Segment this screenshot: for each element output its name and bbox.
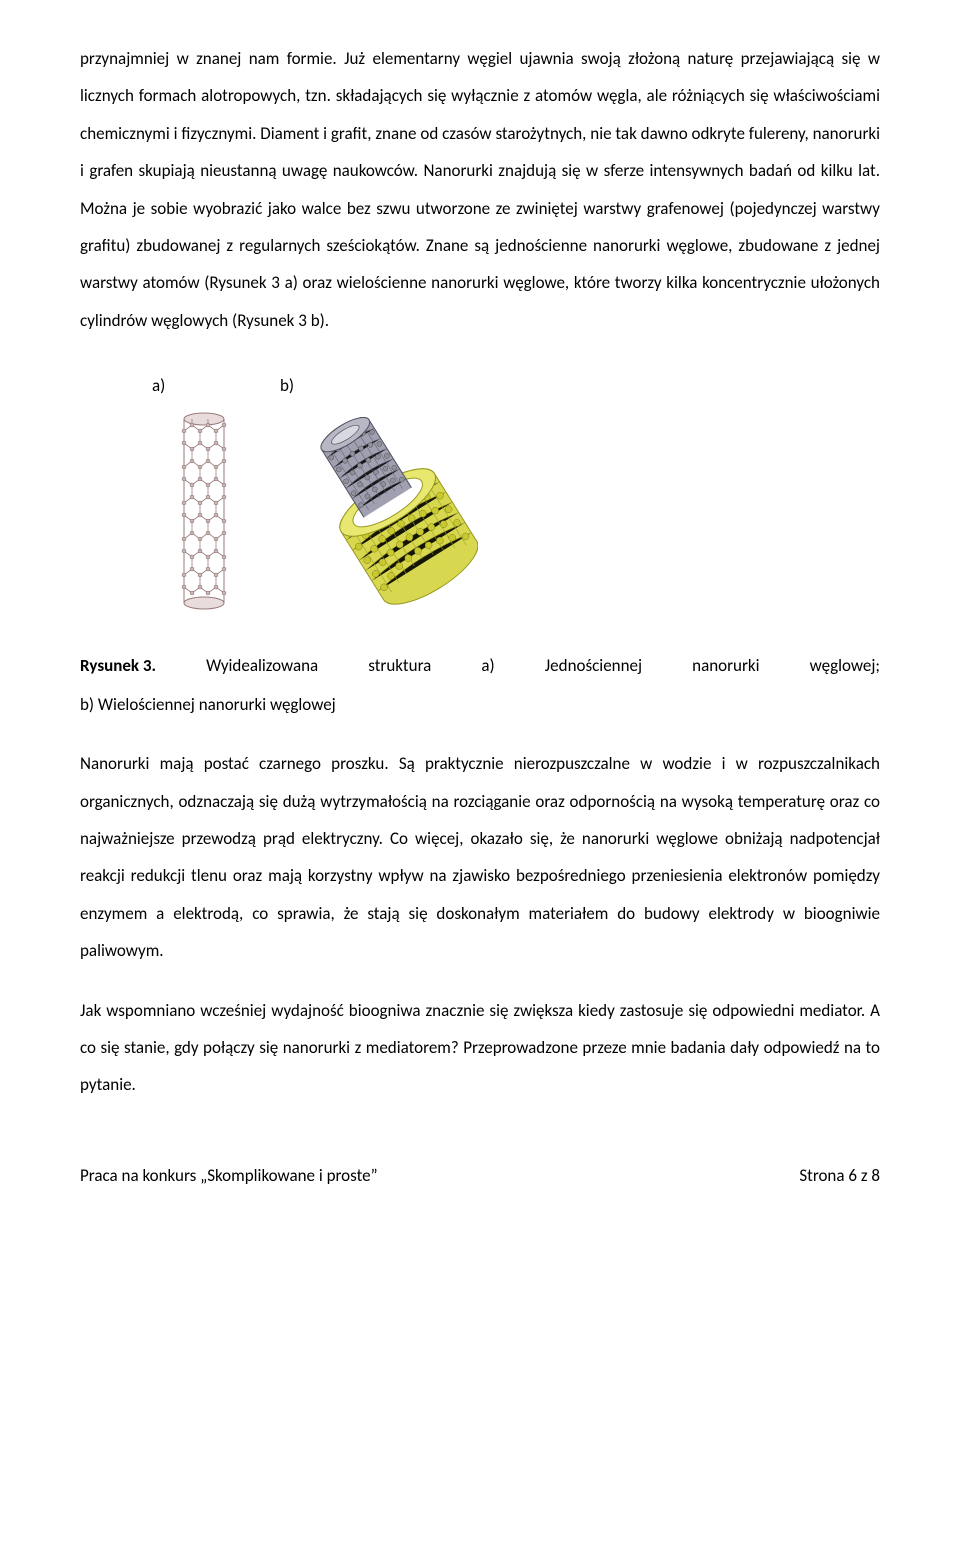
footer-right: Strona 6 z 8: [799, 1164, 880, 1188]
figure-3: a): [80, 367, 880, 610]
caption-w5: nanorurki: [692, 647, 759, 684]
nanotube-single-wall-image: [180, 411, 228, 611]
paragraph-2: Nanorurki mają postać czarnego proszku. …: [80, 745, 880, 969]
paragraph-3: Jak wspomniano wcześniej wydajność bioog…: [80, 992, 880, 1104]
caption-w4: Jednościennej: [545, 647, 642, 684]
caption-w1: Wyidealizowana: [206, 647, 318, 684]
figure-3b: b): [308, 367, 478, 610]
paragraph-1: przynajmniej w znanej nam formie. Już el…: [80, 40, 880, 339]
figure-label-b: b): [280, 367, 294, 404]
figure-3-caption: Rysunek 3. Wyidealizowana struktura a) J…: [80, 647, 880, 724]
page-footer: Praca na konkurs „Skomplikowane i proste…: [80, 1164, 880, 1188]
caption-w6: węglowej;: [810, 647, 880, 684]
nanotube-multi-wall-image: [308, 411, 478, 611]
footer-left: Praca na konkurs „Skomplikowane i proste…: [80, 1164, 378, 1188]
caption-w3: a): [481, 647, 494, 684]
caption-line2: b) Wielościennej nanorurki węglowej: [80, 686, 880, 723]
caption-w2: struktura: [368, 647, 431, 684]
caption-bold: Rysunek 3.: [80, 655, 156, 676]
figure-3a: a): [180, 367, 228, 610]
figure-label-a: a): [152, 367, 165, 404]
